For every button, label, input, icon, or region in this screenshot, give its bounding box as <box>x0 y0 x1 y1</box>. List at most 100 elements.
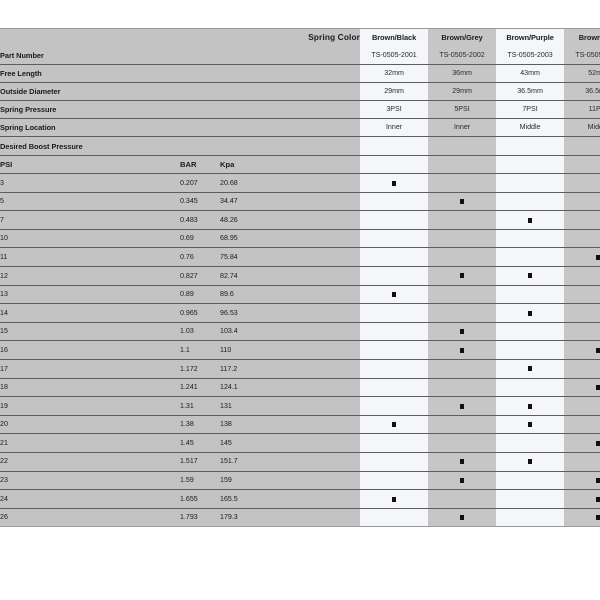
boost-marker-cell[interactable] <box>428 359 497 379</box>
boost-marker-icon <box>460 403 465 409</box>
boost-marker-cell[interactable] <box>428 285 497 305</box>
kpa-value: 20.68 <box>220 174 361 193</box>
boost-marker-cell[interactable] <box>360 211 429 230</box>
table-row: 13 0.89 89.6 <box>0 285 600 305</box>
boost-marker-cell-filled[interactable] <box>360 174 429 193</box>
boost-marker-cell[interactable] <box>496 285 565 305</box>
boost-marker-cell[interactable] <box>428 211 497 230</box>
boost-marker-cell-filled[interactable] <box>360 490 429 509</box>
boost-marker-icon <box>596 254 600 260</box>
spec-row-label: Part Number <box>0 47 361 65</box>
boost-marker-icon <box>596 347 600 353</box>
boost-marker-cell-filled[interactable] <box>428 341 497 360</box>
boost-marker-cell[interactable] <box>428 490 497 509</box>
boost-marker-cell-filled[interactable] <box>496 211 565 230</box>
boost-marker-cell-filled[interactable] <box>564 434 600 453</box>
psi-value: 21 <box>0 434 180 453</box>
boost-marker-cell[interactable] <box>496 471 565 491</box>
boost-marker-cell[interactable] <box>564 452 600 472</box>
kpa-value: 131 <box>220 397 361 416</box>
boost-marker-cell[interactable] <box>496 248 565 267</box>
boost-marker-cell-filled[interactable] <box>496 266 565 286</box>
boost-marker-cell[interactable] <box>564 397 600 416</box>
bar-value: 0.483 <box>180 211 220 230</box>
psi-value: 18 <box>0 378 180 398</box>
boost-marker-cell[interactable] <box>360 397 429 416</box>
boost-marker-cell-filled[interactable] <box>496 452 565 472</box>
boost-marker-cell[interactable] <box>428 174 497 193</box>
boost-marker-cell[interactable] <box>496 378 565 398</box>
boost-marker-cell[interactable] <box>360 266 429 286</box>
bar-value: 0.76 <box>180 248 220 267</box>
boost-marker-cell-filled[interactable] <box>360 415 429 435</box>
table-row: 23 1.59 159 <box>0 471 600 491</box>
boost-marker-cell-filled[interactable] <box>428 397 497 416</box>
boost-marker-cell[interactable] <box>564 266 600 286</box>
boost-marker-cell-filled[interactable] <box>496 359 565 379</box>
boost-marker-cell[interactable] <box>496 322 565 342</box>
unit-spacer-cell <box>564 156 600 174</box>
spec-value: 36mm <box>428 65 497 83</box>
boost-marker-cell-filled[interactable] <box>428 471 497 491</box>
boost-marker-cell[interactable] <box>428 229 497 249</box>
boost-marker-cell[interactable] <box>428 434 497 453</box>
boost-marker-cell[interactable] <box>360 341 429 360</box>
boost-marker-cell[interactable] <box>360 378 429 398</box>
boost-marker-cell[interactable] <box>428 304 497 323</box>
boost-marker-cell[interactable] <box>360 434 429 453</box>
boost-marker-cell[interactable] <box>564 415 600 435</box>
spec-value: 52mm <box>564 65 600 83</box>
boost-marker-cell[interactable] <box>360 304 429 323</box>
boost-marker-cell-filled[interactable] <box>496 304 565 323</box>
boost-marker-cell-filled[interactable] <box>360 285 429 305</box>
boost-marker-cell[interactable] <box>564 359 600 379</box>
boost-marker-cell[interactable] <box>496 229 565 249</box>
boost-marker-cell-filled[interactable] <box>428 322 497 342</box>
boost-marker-cell[interactable] <box>428 378 497 398</box>
boost-marker-cell[interactable] <box>360 229 429 249</box>
boost-marker-cell[interactable] <box>360 452 429 472</box>
boost-marker-cell-filled[interactable] <box>564 490 600 509</box>
spec-row: Spring LocationInnerInnerMiddleMiddleOut… <box>0 119 600 137</box>
boost-marker-cell[interactable] <box>564 211 600 230</box>
boost-marker-cell-filled[interactable] <box>428 192 497 212</box>
boost-marker-cell[interactable] <box>496 508 565 528</box>
boost-marker-cell[interactable] <box>564 229 600 249</box>
boost-marker-cell-filled[interactable] <box>564 378 600 398</box>
boost-marker-cell[interactable] <box>360 471 429 491</box>
boost-marker-cell[interactable] <box>428 415 497 435</box>
boost-marker-cell[interactable] <box>496 490 565 509</box>
bar-value: 1.03 <box>180 322 220 342</box>
boost-marker-cell-filled[interactable] <box>564 248 600 267</box>
boost-marker-cell[interactable] <box>360 192 429 212</box>
boost-marker-cell[interactable] <box>360 248 429 267</box>
boost-marker-cell[interactable] <box>564 174 600 193</box>
table-row: 5 0.345 34.47 <box>0 192 600 212</box>
boost-marker-cell[interactable] <box>564 285 600 305</box>
boost-marker-cell-filled[interactable] <box>564 471 600 491</box>
boost-marker-cell[interactable] <box>428 248 497 267</box>
unit-spacer-cell <box>360 156 429 174</box>
boost-marker-cell[interactable] <box>360 508 429 528</box>
boost-marker-cell[interactable] <box>496 192 565 212</box>
boost-marker-cell[interactable] <box>496 341 565 360</box>
boost-marker-cell[interactable] <box>496 434 565 453</box>
boost-marker-cell-filled[interactable] <box>564 341 600 360</box>
boost-marker-cell-filled[interactable] <box>564 508 600 528</box>
boost-marker-cell[interactable] <box>564 304 600 323</box>
unit-header-psi: PSI <box>0 156 180 174</box>
boost-marker-cell-filled[interactable] <box>496 415 565 435</box>
boost-marker-icon <box>596 385 600 391</box>
boost-marker-cell-filled[interactable] <box>428 266 497 286</box>
boost-marker-cell[interactable] <box>564 322 600 342</box>
boost-marker-cell-filled[interactable] <box>428 508 497 528</box>
bar-value: 1.59 <box>180 471 220 491</box>
unit-spacer-cell <box>428 156 497 174</box>
boost-marker-cell-filled[interactable] <box>428 452 497 472</box>
boost-marker-cell-filled[interactable] <box>496 397 565 416</box>
boost-marker-icon <box>460 459 465 465</box>
boost-marker-cell[interactable] <box>564 192 600 212</box>
boost-marker-cell[interactable] <box>360 359 429 379</box>
boost-marker-cell[interactable] <box>360 322 429 342</box>
boost-marker-cell[interactable] <box>496 174 565 193</box>
